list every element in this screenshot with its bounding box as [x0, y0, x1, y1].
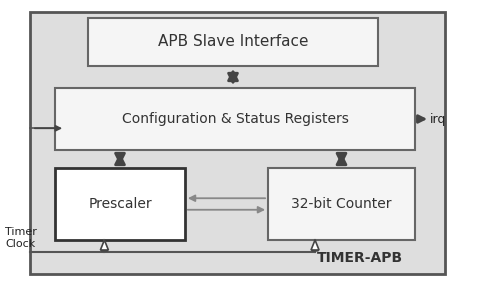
Text: APB Slave Interface: APB Slave Interface	[158, 34, 308, 50]
Text: irq: irq	[430, 114, 446, 126]
Bar	[55, 168, 185, 240]
Bar	[55, 88, 415, 150]
Text: Configuration & Status Registers: Configuration & Status Registers	[122, 112, 348, 126]
Polygon shape	[311, 240, 319, 250]
Text: Timer
Clock: Timer Clock	[5, 227, 37, 249]
Bar	[268, 168, 415, 240]
Text: TIMER-APB: TIMER-APB	[317, 251, 403, 265]
Text: 32-bit Counter: 32-bit Counter	[291, 197, 392, 211]
Bar	[88, 18, 378, 66]
Bar	[30, 12, 445, 274]
Polygon shape	[100, 240, 108, 250]
Text: Prescaler: Prescaler	[88, 197, 152, 211]
